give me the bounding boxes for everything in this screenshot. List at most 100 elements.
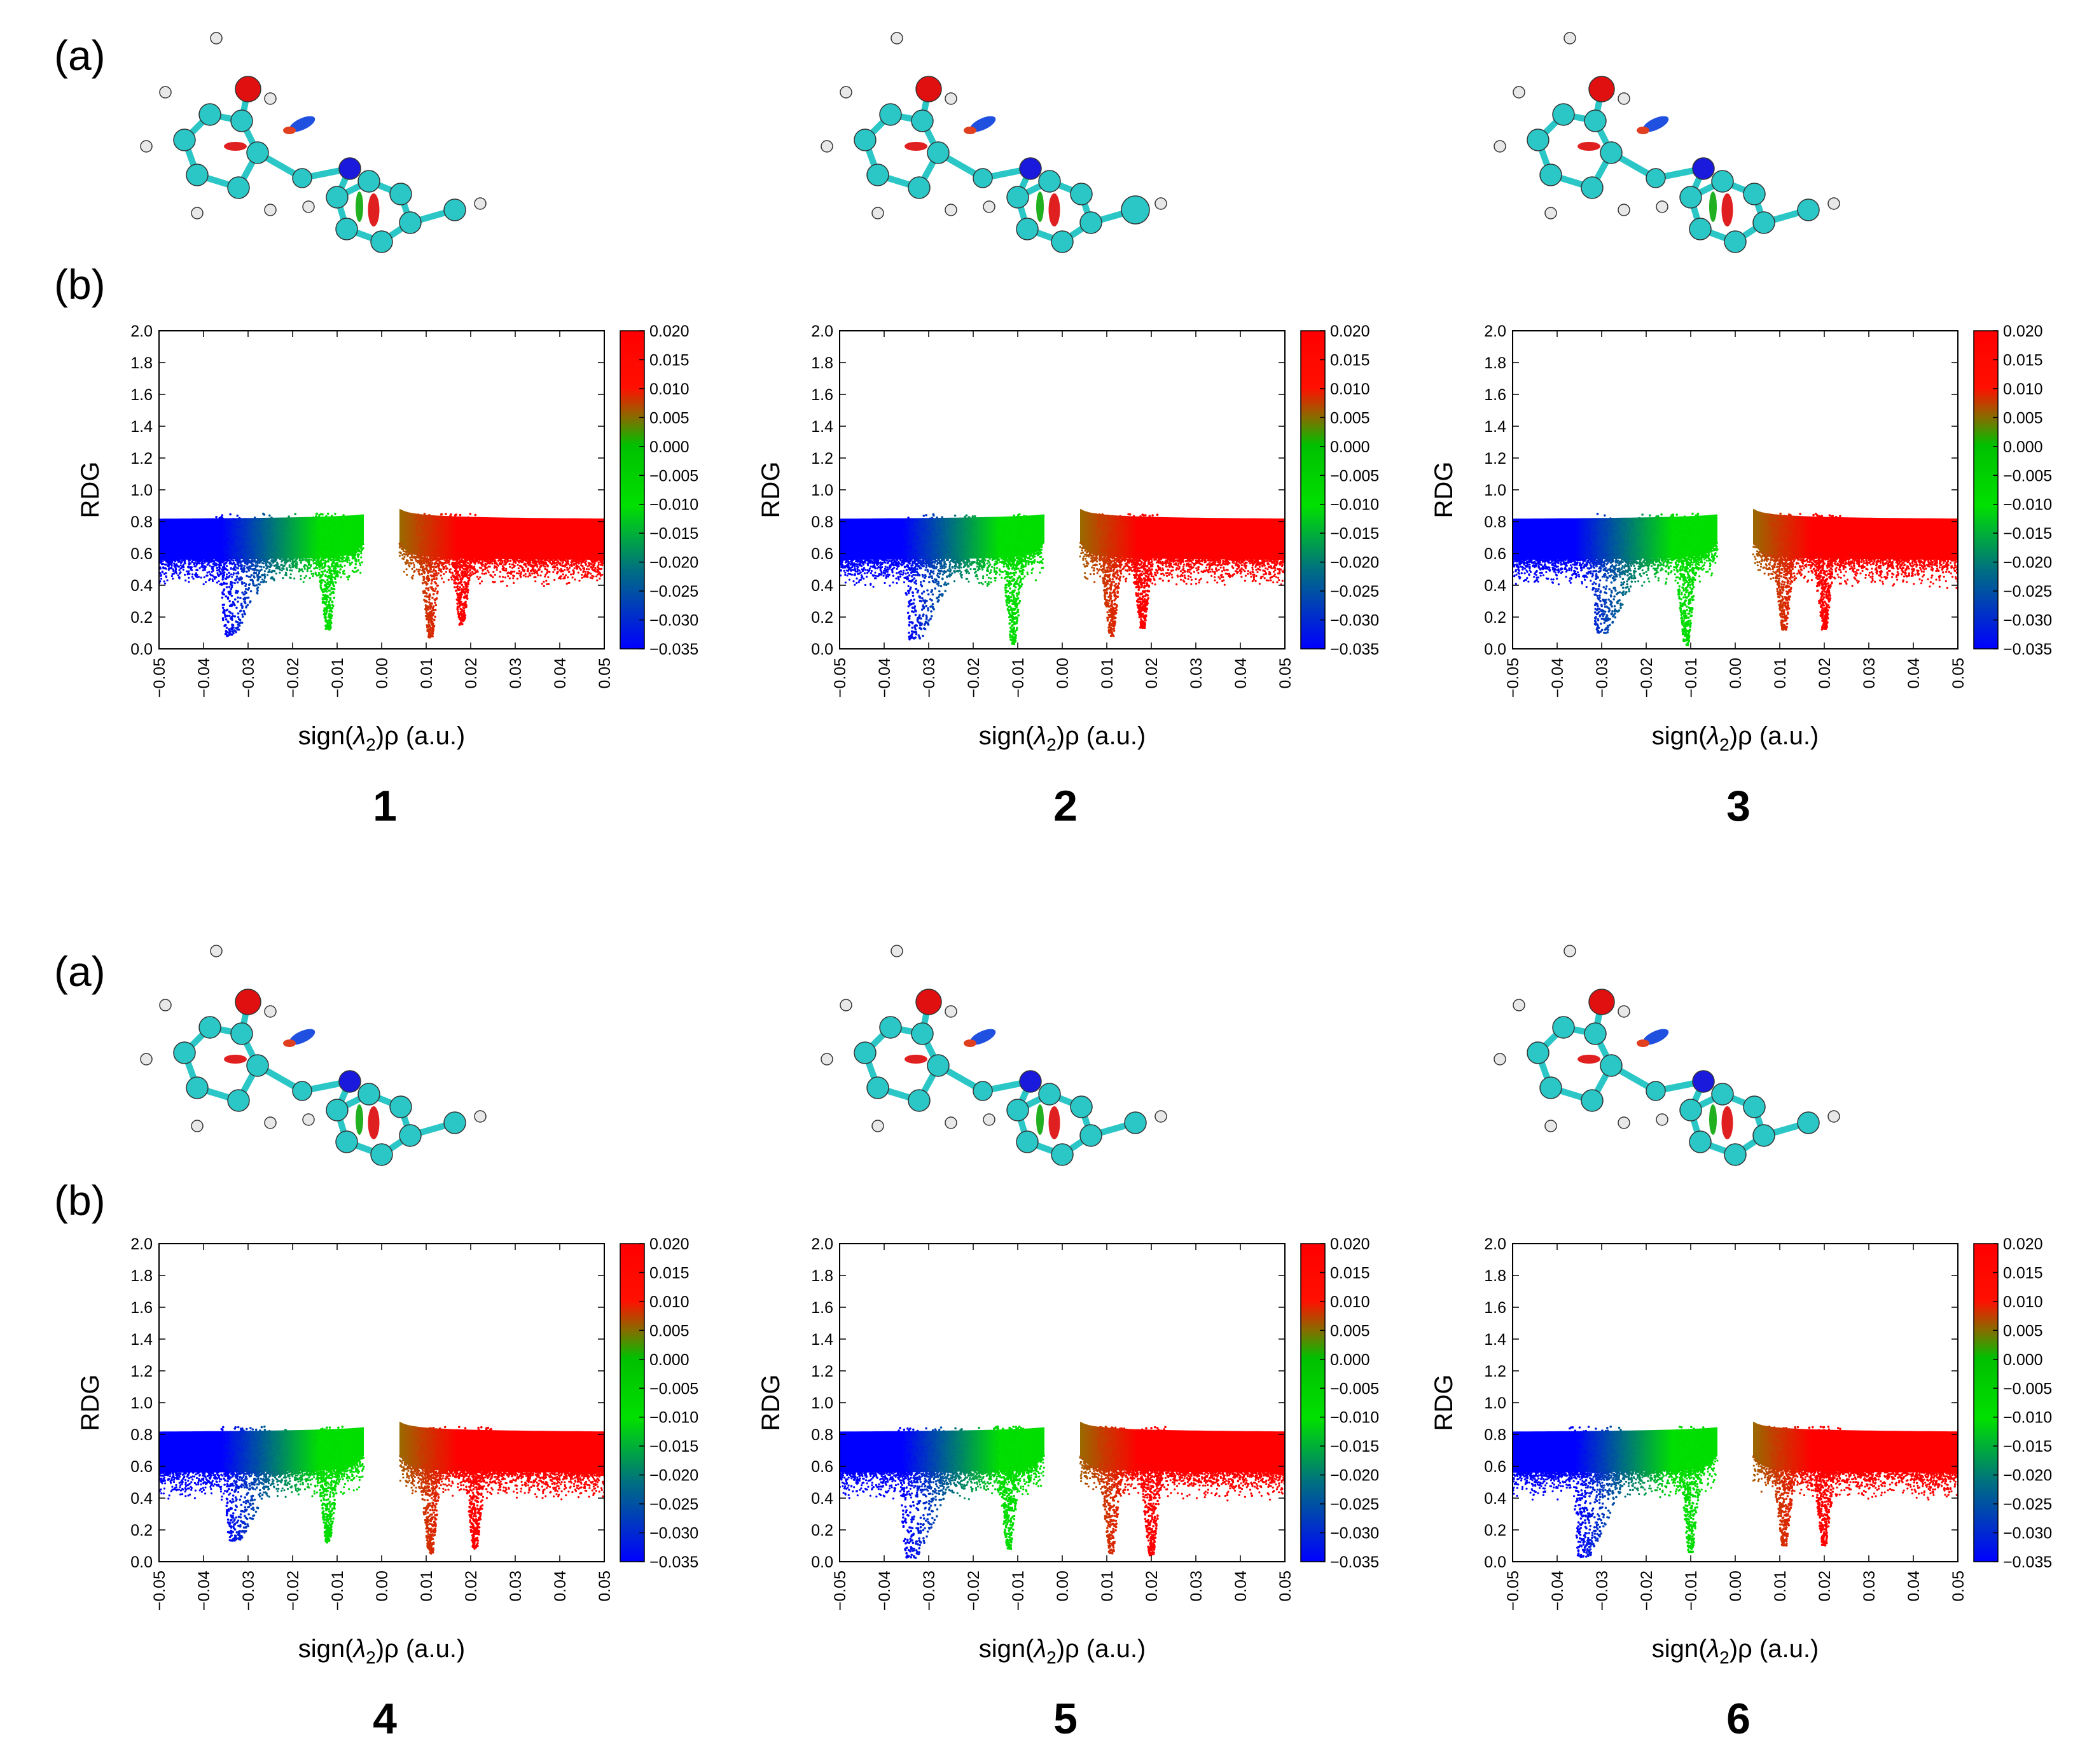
spike-point: [461, 522, 464, 525]
y-tick-label: 1.8: [130, 354, 153, 372]
spike-point: [429, 518, 432, 520]
data-point: [1262, 569, 1265, 572]
data-point: [261, 562, 264, 564]
spike-point: [335, 541, 338, 544]
data-point: [268, 561, 270, 564]
spike-point: [455, 598, 459, 601]
spike-point: [312, 516, 315, 519]
data-point: [196, 574, 198, 576]
spike-point: [277, 543, 280, 546]
data-point: [883, 569, 885, 572]
data-point: [449, 568, 452, 571]
spike-point: [433, 590, 436, 592]
spike-point: [468, 574, 471, 577]
data-point: [482, 560, 484, 563]
data-point: [327, 560, 329, 563]
spike-point: [245, 529, 248, 531]
data-point: [412, 562, 415, 564]
data-point: [275, 559, 277, 561]
spike-point: [325, 609, 328, 612]
spike-point: [433, 555, 436, 558]
panel-label-a: (a): [54, 32, 106, 79]
spike-point: [454, 589, 457, 592]
data-point: [282, 559, 284, 562]
data-point: [537, 569, 540, 572]
spike-point: [422, 551, 425, 554]
spike-point: [223, 583, 225, 585]
data-point: [275, 573, 277, 575]
data-point: [1186, 571, 1189, 573]
spike-point: [333, 576, 336, 580]
spike-point: [429, 616, 432, 618]
data-point: [265, 560, 267, 562]
spike-point: [427, 588, 430, 592]
data-point: [844, 571, 847, 574]
data-point: [1216, 569, 1218, 572]
spike-point: [429, 629, 432, 632]
spike-point: [322, 521, 325, 524]
spike-point: [455, 542, 459, 545]
data-point: [1173, 563, 1175, 566]
data-point: [899, 563, 902, 566]
data-point: [1222, 560, 1224, 562]
data-point: [401, 546, 404, 548]
carbon-atom: [1016, 218, 1039, 240]
spike-point: [429, 606, 432, 608]
data-point: [497, 559, 500, 562]
data-point: [176, 559, 179, 562]
data-point: [1179, 562, 1182, 566]
spike-point: [324, 560, 327, 564]
data-point: [543, 585, 545, 588]
data-point: [541, 571, 543, 573]
data-point: [1000, 557, 1002, 560]
spike-point: [326, 555, 328, 557]
data-point: [355, 559, 357, 561]
data-point: [578, 562, 580, 564]
spike-point: [456, 592, 459, 595]
data-point: [1226, 563, 1229, 566]
spike-point: [327, 576, 329, 579]
spike-point: [325, 625, 328, 628]
spike-point: [242, 527, 246, 529]
spike-point: [321, 513, 324, 516]
spike-point: [429, 532, 433, 534]
data-point: [870, 572, 872, 574]
spike-point: [434, 531, 437, 533]
spike-point: [473, 537, 476, 540]
spike-point: [332, 569, 335, 573]
spike-point: [322, 525, 325, 528]
spike-point: [466, 527, 469, 530]
data-point: [948, 574, 950, 577]
data-point: [1122, 575, 1125, 578]
spike-point: [322, 518, 325, 521]
spike-point: [433, 539, 436, 542]
spike-point: [468, 530, 471, 533]
spike-point: [323, 595, 326, 598]
spike-point: [242, 545, 245, 548]
spike-point: [427, 623, 431, 627]
spike-point: [461, 583, 464, 587]
spike-point: [430, 524, 433, 526]
carbon-atom: [227, 176, 250, 199]
spike-point: [457, 611, 460, 613]
data-point: [553, 565, 557, 567]
data-point: [319, 568, 321, 571]
data-point: [562, 573, 564, 576]
data-point: [569, 564, 571, 567]
data-point: [565, 566, 569, 569]
spike-point: [232, 518, 235, 520]
spike-point: [253, 576, 256, 579]
data-point: [351, 569, 354, 573]
spike-point: [464, 552, 467, 555]
data-point: [253, 560, 255, 563]
data-point: [1209, 571, 1212, 573]
data-point: [1152, 575, 1154, 578]
spike-point: [321, 601, 324, 604]
spike-point: [426, 601, 428, 603]
data-point: [480, 561, 482, 564]
spike-point: [255, 569, 258, 572]
data-point: [533, 576, 536, 579]
data-point: [553, 559, 556, 562]
spike-point: [329, 581, 333, 584]
spike-point: [335, 521, 337, 524]
